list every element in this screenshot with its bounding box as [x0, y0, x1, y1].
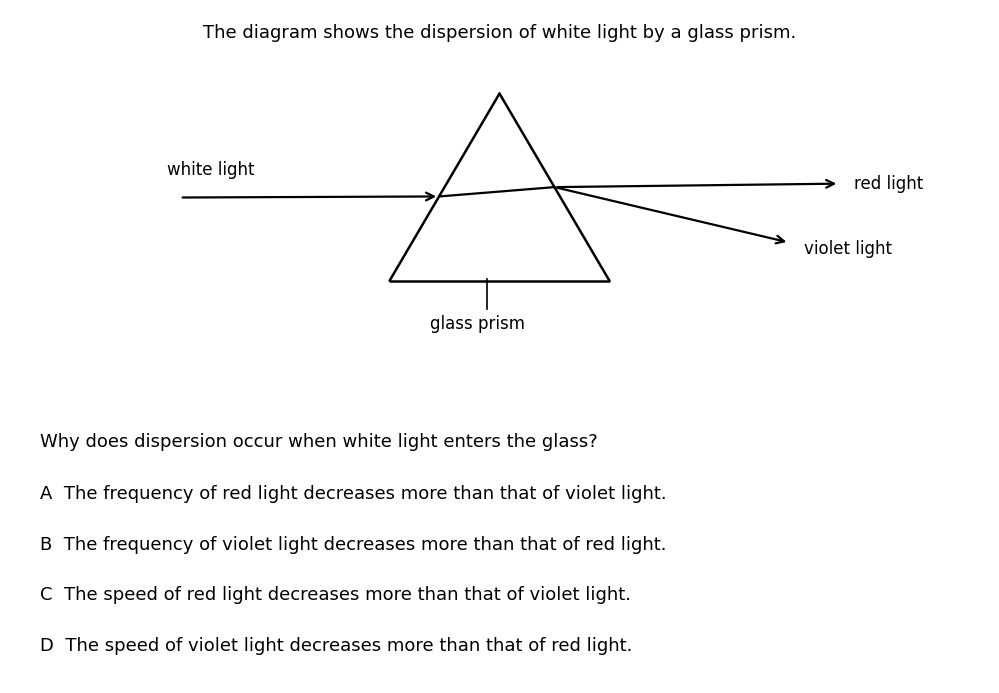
Text: red light: red light — [854, 175, 923, 193]
Text: The diagram shows the dispersion of white light by a glass prism.: The diagram shows the dispersion of whit… — [203, 24, 796, 42]
Text: violet light: violet light — [804, 240, 892, 258]
Text: glass prism: glass prism — [430, 315, 525, 333]
Text: Why does dispersion occur when white light enters the glass?: Why does dispersion occur when white lig… — [40, 433, 597, 451]
Text: white light: white light — [167, 161, 255, 179]
Text: A  The frequency of red light decreases more than that of violet light.: A The frequency of red light decreases m… — [40, 485, 666, 503]
Text: D  The speed of violet light decreases more than that of red light.: D The speed of violet light decreases mo… — [40, 637, 632, 655]
Text: C  The speed of red light decreases more than that of violet light.: C The speed of red light decreases more … — [40, 586, 631, 604]
Text: B  The frequency of violet light decreases more than that of red light.: B The frequency of violet light decrease… — [40, 536, 666, 554]
